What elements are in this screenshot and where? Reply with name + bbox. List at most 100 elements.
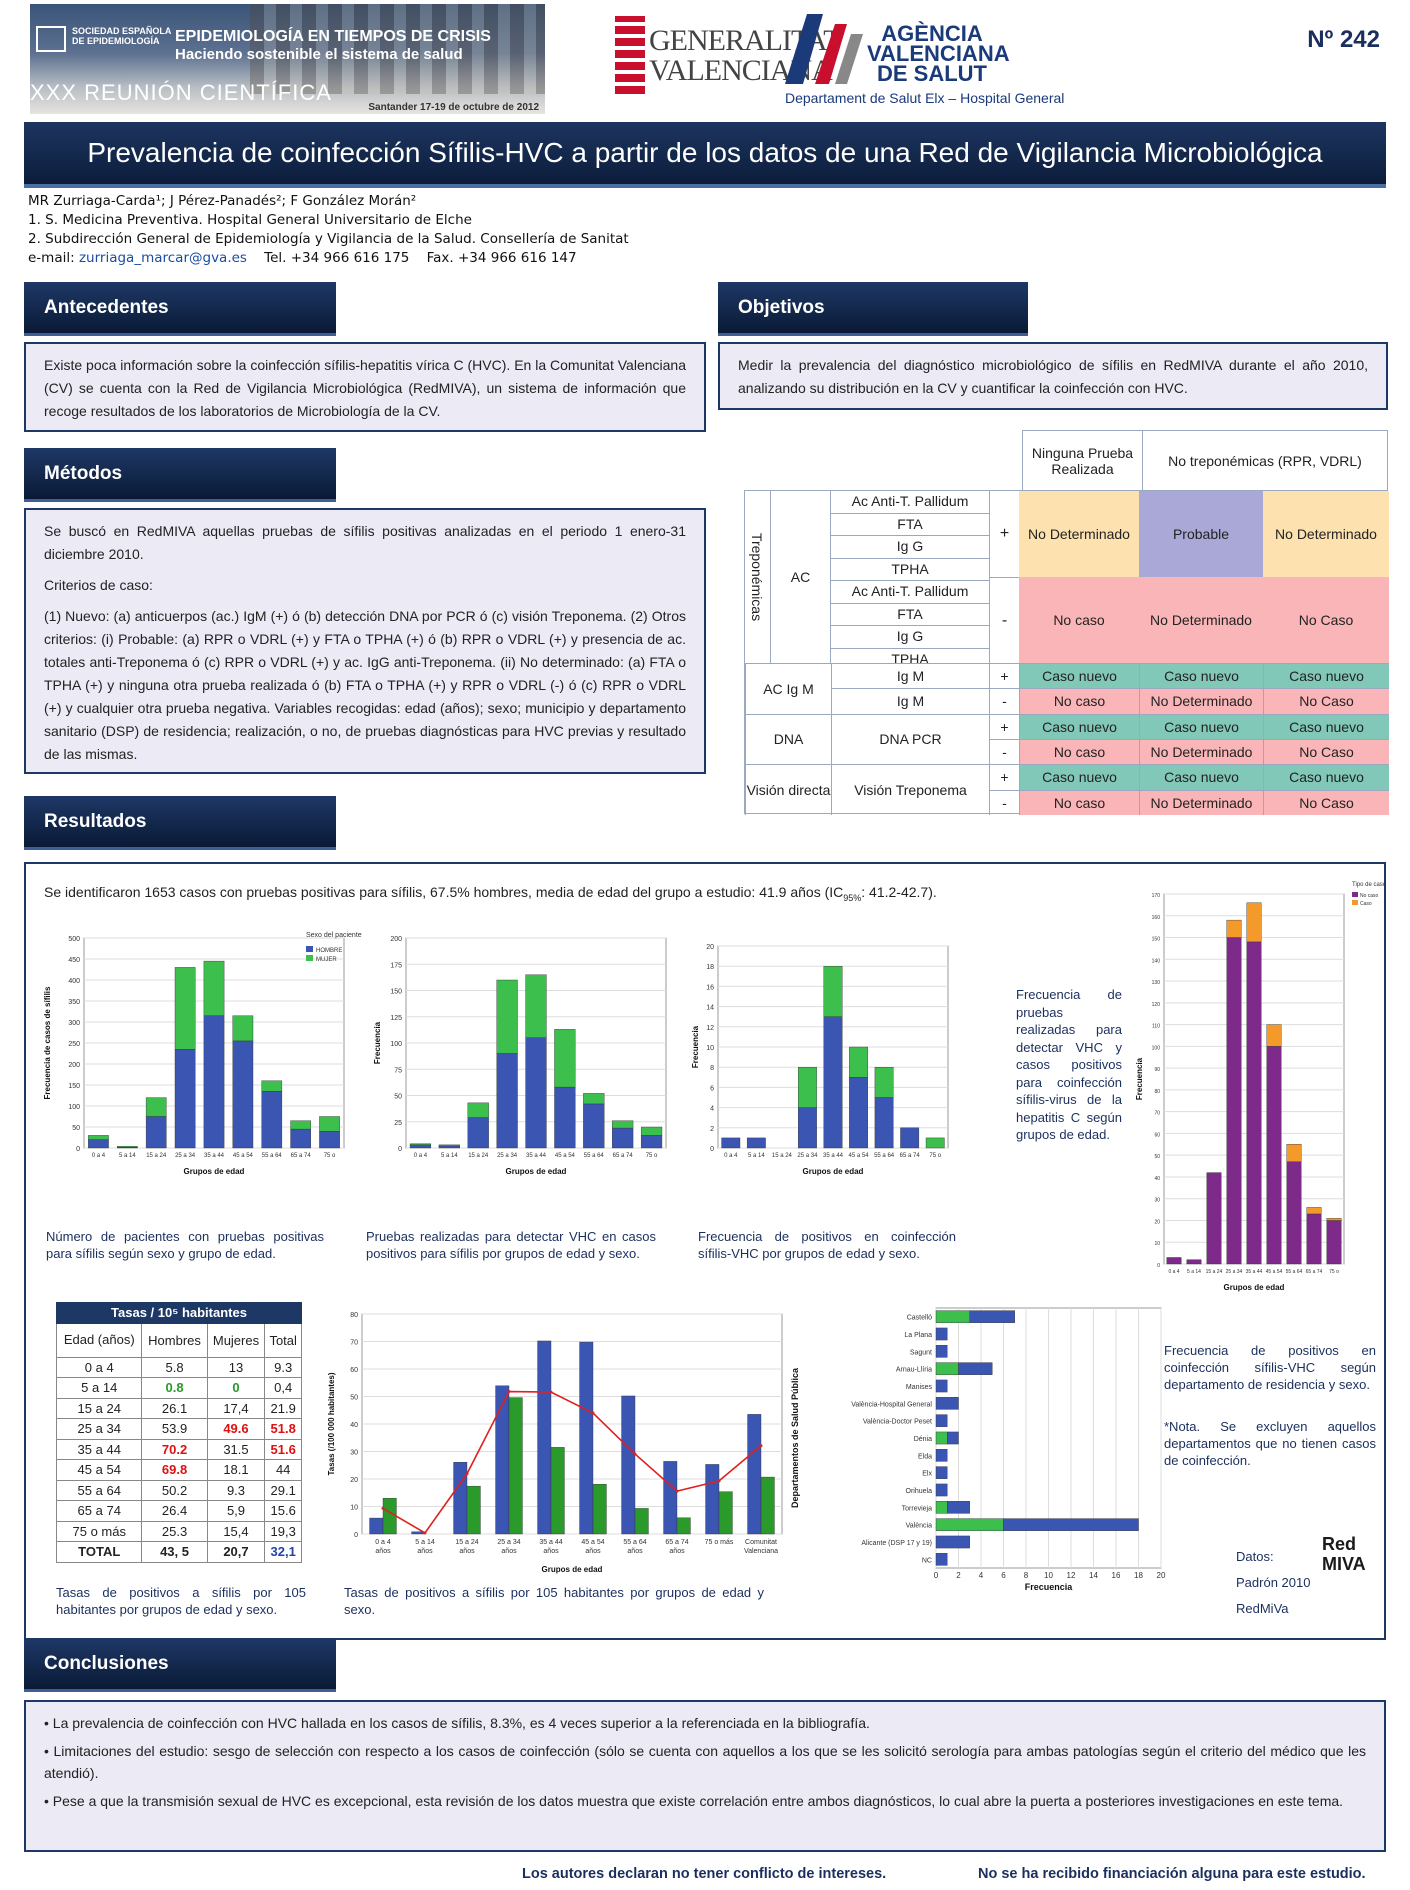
x-tick-label: 5 a 14 bbox=[119, 1153, 136, 1159]
bar bbox=[935, 1553, 948, 1566]
y-tick-label: Elx bbox=[922, 1471, 932, 1478]
bar bbox=[466, 1485, 481, 1535]
conclusiones-box: • La prevalencia de coinfección con HVC … bbox=[24, 1700, 1386, 1852]
result-b-1: No Determinado bbox=[1139, 688, 1263, 714]
phone: Tel. +34 966 616 175 bbox=[264, 250, 410, 266]
y-tick-label: Arnau-Llíria bbox=[896, 1367, 932, 1374]
y-tick-label: 10 bbox=[706, 1045, 714, 1052]
bar bbox=[705, 1464, 720, 1535]
bar bbox=[438, 1145, 460, 1149]
rate-header-0: Edad (años) bbox=[55, 1322, 143, 1358]
bar bbox=[925, 1137, 945, 1149]
bar bbox=[290, 1128, 311, 1149]
bar bbox=[203, 960, 225, 1016]
bar bbox=[261, 1080, 283, 1092]
rate-cell: 25 a 34 bbox=[55, 1418, 143, 1440]
bar bbox=[261, 1091, 283, 1149]
bar bbox=[747, 1414, 762, 1535]
x-tick-label: 35 a 44 bbox=[204, 1153, 225, 1159]
x-tick-label: años bbox=[627, 1548, 643, 1555]
bar bbox=[874, 1066, 894, 1098]
y-tick-label: 150 bbox=[1152, 937, 1161, 943]
y-tick-label: València bbox=[906, 1523, 932, 1530]
bar bbox=[203, 1015, 225, 1149]
y-tick-label: 40 bbox=[1154, 1176, 1160, 1182]
y-tick-label: 70 bbox=[350, 1340, 358, 1347]
y-tick-label: 100 bbox=[1152, 1045, 1161, 1051]
result-a-2: Caso nuevo bbox=[1019, 713, 1139, 739]
y-tick-label: 6 bbox=[710, 1085, 714, 1092]
bar bbox=[1306, 1213, 1322, 1265]
bar bbox=[935, 1518, 1004, 1531]
caption-8: *Nota. Se excluyen aquellos departamento… bbox=[1164, 1419, 1376, 1468]
rate-cell: 5 a 14 bbox=[55, 1377, 143, 1399]
y-tick-label: Dénia bbox=[914, 1436, 932, 1443]
email-link[interactable]: zurriaga_marcar@gva.es bbox=[78, 250, 247, 266]
rate-cell: 15,4 bbox=[206, 1520, 266, 1542]
bar bbox=[525, 1037, 547, 1149]
rate-row: 65 a 74 26.4 5,9 15.6 bbox=[55, 1500, 302, 1522]
bar bbox=[721, 1137, 741, 1149]
result-b-3: No Determinado bbox=[1139, 738, 1263, 765]
result-a-3: No caso bbox=[1019, 738, 1139, 765]
y-tick-label: 100 bbox=[390, 1041, 402, 1048]
rate-cell: 45 a 54 bbox=[55, 1459, 143, 1481]
y-tick-label: 20 bbox=[1154, 1219, 1160, 1225]
x-tick-label: 15 a 24 bbox=[772, 1153, 793, 1159]
y-tick-label: La Plana bbox=[904, 1332, 932, 1339]
y-axis-label: Frecuencia de casos de sífilis bbox=[43, 986, 52, 1099]
legend-swatch bbox=[306, 946, 313, 952]
legend-label: HOMBRE bbox=[316, 948, 342, 954]
x-tick-label: 45 a 54 bbox=[555, 1153, 576, 1159]
resultados-sub: 95% bbox=[843, 892, 862, 903]
x-tick-label: 75 o bbox=[646, 1153, 658, 1159]
legend-label: No caso bbox=[1360, 893, 1379, 899]
x-tick-label: 0 a 4 bbox=[92, 1153, 106, 1159]
bar bbox=[467, 1117, 489, 1149]
bar bbox=[935, 1431, 948, 1445]
test-label-0: Ig M bbox=[831, 663, 989, 689]
x-tick-label: 65 a 74 bbox=[613, 1153, 634, 1159]
rate-cell: 26.1 bbox=[141, 1397, 208, 1419]
bar bbox=[174, 1049, 196, 1149]
bar bbox=[579, 1341, 594, 1535]
x-tick-label: 0 bbox=[934, 1571, 939, 1580]
rate-header-2: Mujeres bbox=[206, 1322, 266, 1358]
x-tick-label: 45 a 54 bbox=[581, 1539, 604, 1546]
bar bbox=[496, 979, 518, 1054]
section-conclusiones: Conclusiones bbox=[24, 1638, 336, 1692]
bar bbox=[798, 1066, 817, 1108]
y-tick-label: 125 bbox=[390, 1015, 402, 1022]
x-tick-label: Valenciana bbox=[744, 1548, 778, 1555]
rate-cell: 0,4 bbox=[264, 1377, 302, 1399]
bar bbox=[798, 1107, 817, 1149]
rate-row: 75 o más 25.3 15,4 19,3 bbox=[55, 1520, 302, 1542]
rate-row: 55 a 64 50.2 9.3 29.1 bbox=[55, 1479, 302, 1501]
bar bbox=[583, 1093, 605, 1105]
conclusion-2: • Limitaciones del estudio: sesgo de sel… bbox=[44, 1743, 1366, 1781]
test-5: Ac Anti-T. Pallidum bbox=[831, 581, 989, 604]
x-tick-label: 35 a 44 bbox=[1246, 1269, 1263, 1275]
rate-header-1: Hombres bbox=[141, 1322, 208, 1358]
metodos-box: Se buscó en RedMIVA aquellas pruebas de … bbox=[24, 508, 706, 774]
test-label-1: Ig M bbox=[831, 688, 989, 714]
x-tick-label: 55 a 64 bbox=[1286, 1269, 1303, 1275]
cell-nocaso-1: No caso bbox=[1019, 577, 1139, 663]
x-tick-label: 55 a 64 bbox=[623, 1539, 646, 1546]
bar bbox=[947, 1501, 970, 1514]
chart-pruebas-vhc: 0 25 50 75 100 125 150 175 200 0 a 4 5 a 14 15 a 24… bbox=[373, 936, 667, 1176]
rate-cell: 15 a 24 bbox=[55, 1397, 143, 1419]
line-point bbox=[675, 1489, 679, 1493]
rate-cell: 0 bbox=[206, 1377, 266, 1399]
y-tick-label: 30 bbox=[350, 1450, 358, 1457]
rate-row: TOTAL 43, 5 20,7 32,1 bbox=[55, 1541, 302, 1563]
bar bbox=[1286, 1161, 1302, 1265]
resultados-box: Se identificaron 1653 casos con pruebas … bbox=[24, 862, 1386, 1640]
antecedentes-text: Existe poca información sobre la coinfec… bbox=[24, 342, 706, 432]
y-tick-label: 0 bbox=[710, 1146, 714, 1153]
x-tick-label: 18 bbox=[1134, 1571, 1143, 1580]
rate-cell: 0 a 4 bbox=[55, 1356, 143, 1378]
x-tick-label: 45 a 54 bbox=[849, 1153, 870, 1159]
y-tick-label: 2 bbox=[710, 1126, 714, 1133]
x-tick-label: 14 bbox=[1089, 1571, 1098, 1580]
